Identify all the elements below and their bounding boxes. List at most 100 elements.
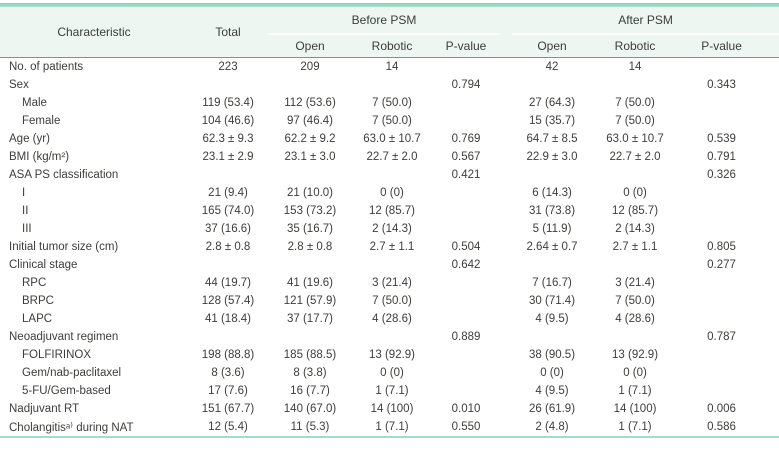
cell-robotic-before <box>352 256 432 274</box>
cell-total: 62.3 ± 9.3 <box>202 133 254 145</box>
cell-pvalue-before <box>432 202 500 220</box>
cell-pvalue-after: 0.539 <box>707 133 736 145</box>
cell-robotic-after: 14 (100) <box>613 403 657 415</box>
table-row: Male 119 (53.4) 112 (53.6) 7 (50.0) 27 (64.3… <box>0 94 779 112</box>
cell-open-after: 31 (73.8) <box>529 205 576 217</box>
table-row: Gem/nab-paclitaxel 8 (3.6) 8 (3.8) 0 (0) 0 (… <box>0 364 779 382</box>
cell-open-before: 185 (88.5) <box>283 349 337 361</box>
cell-pvalue-before <box>432 184 500 202</box>
cell-robotic-after: 3 (21.4) <box>615 277 655 289</box>
cell-open-after: 27 (64.3) <box>529 97 576 109</box>
table-top-rule <box>0 3 779 7</box>
cell-pvalue-after <box>678 292 779 310</box>
paper-table-figure: Characteristic Total Before PSM After PS… <box>0 3 779 438</box>
col-header-characteristic: Characteristic <box>0 7 188 58</box>
cell-open-before: 140 (67.0) <box>283 403 337 415</box>
cell-total: 128 (57.4) <box>201 295 255 307</box>
col-header-pvalue-after: P-value <box>678 34 779 58</box>
cell-robotic-after <box>592 76 678 94</box>
cell-robotic-after: 7 (50.0) <box>615 295 655 307</box>
table-row: 5-FU/Gem-based 17 (7.6) 16 (7.7) 1 (7.1) 4 (… <box>0 382 779 400</box>
cell-total: 198 (88.8) <box>201 349 255 361</box>
row-label: ASA PS classification <box>9 169 119 181</box>
cell-open-before <box>268 166 352 184</box>
row-label: Male <box>22 97 47 109</box>
group-header-after-psm: After PSM <box>512 7 779 35</box>
cell-pvalue-before <box>432 292 500 310</box>
cell-robotic-before: 7 (50.0) <box>372 97 412 109</box>
cell-pvalue-before: 0.010 <box>451 403 481 415</box>
cell-pvalue-after: 0.343 <box>707 79 736 91</box>
table-body: No. of patients 223 209 14 42 14 Sex 0.794 0.343… <box>0 58 779 438</box>
row-label: Clinical stage <box>9 259 78 271</box>
column-spacer <box>500 58 512 77</box>
cell-robotic-before <box>352 328 432 346</box>
cell-open-after <box>512 166 592 184</box>
cell-pvalue-before <box>432 364 500 382</box>
cell-robotic-after: 1 (7.1) <box>618 421 652 433</box>
column-spacer <box>500 148 512 166</box>
cell-total: 151 (67.7) <box>201 403 255 415</box>
table-row: II 165 (74.0) 153 (73.2) 12 (85.7) 31 (73.8)… <box>0 202 779 220</box>
table-row: FOLFIRINOX 198 (88.8) 185 (88.5) 13 (92.9) 3… <box>0 346 779 364</box>
column-spacer <box>500 310 512 328</box>
cell-pvalue-before: 0.567 <box>451 151 481 163</box>
cell-pvalue-before: 0.504 <box>451 241 481 253</box>
cell-robotic-before: 12 (85.7) <box>368 205 416 217</box>
column-spacer <box>500 184 512 202</box>
table-row: Initial tumor size (cm) 2.8 ± 0.8 2.8 ± 0.… <box>0 238 779 256</box>
cell-open-after <box>512 76 592 94</box>
cell-open-before: 35 (16.7) <box>286 223 334 235</box>
row-label: Cholangitisᵃ⁾ during NAT <box>9 422 134 434</box>
cell-total: 41 (18.4) <box>204 313 252 325</box>
col-header-total: Total <box>188 7 268 58</box>
cell-open-after: 2 (4.8) <box>535 421 569 433</box>
cell-pvalue-after: 0.787 <box>707 331 736 343</box>
table-row: I 21 (9.4) 21 (10.0) 0 (0) 6 (14.3) 0 (0) <box>0 184 779 202</box>
cell-pvalue-after <box>678 202 779 220</box>
table-row: No. of patients 223 209 14 42 14 <box>0 58 779 77</box>
cell-open-before: 16 (7.7) <box>290 385 330 397</box>
cell-open-after: 15 (35.7) <box>529 115 576 127</box>
row-label: Sex <box>9 79 29 91</box>
column-spacer <box>500 400 512 418</box>
cell-robotic-after <box>592 256 678 274</box>
cell-robotic-after: 63.0 ± 10.7 <box>606 133 664 145</box>
cell-open-before: 209 <box>300 61 320 73</box>
row-label: 5-FU/Gem-based <box>22 385 111 397</box>
cell-robotic-before: 3 (21.4) <box>372 277 412 289</box>
table-row: III 37 (16.6) 35 (16.7) 2 (14.3) 5 (11.9) 2 (… <box>0 220 779 238</box>
group-header-before-psm: Before PSM <box>268 7 501 35</box>
cell-pvalue-before <box>432 94 500 112</box>
column-spacer <box>500 328 512 346</box>
cell-robotic-after: 13 (92.9) <box>612 349 659 361</box>
cell-robotic-after: 2.7 ± 1.1 <box>612 241 658 253</box>
cell-robotic-after: 0 (0) <box>623 367 647 379</box>
cell-robotic-before: 2.7 ± 1.1 <box>369 241 415 253</box>
cell-open-before: 112 (53.6) <box>284 97 336 109</box>
cell-robotic-after: 2 (14.3) <box>615 223 655 235</box>
cell-open-after: 6 (14.3) <box>532 187 572 199</box>
cell-robotic-after <box>592 328 678 346</box>
cell-robotic-after: 22.7 ± 2.0 <box>609 151 661 163</box>
table-row: BRPC 128 (57.4) 121 (57.9) 7 (50.0) 30 (71.4… <box>0 292 779 310</box>
cell-pvalue-after <box>678 310 779 328</box>
cell-pvalue-after <box>678 220 779 238</box>
cell-open-after: 4 (9.5) <box>535 313 569 325</box>
cell-pvalue-before <box>432 220 500 238</box>
column-spacer <box>500 94 512 112</box>
cell-robotic-before: 4 (28.6) <box>372 313 412 325</box>
row-label: Nadjuvant RT <box>9 403 80 415</box>
table-row: Female 104 (46.6) 97 (46.4) 7 (50.0) 15 (35.… <box>0 112 779 130</box>
table-row: ASA PS classification 0.421 0.326 <box>0 166 779 184</box>
cell-pvalue-after: 0.326 <box>707 169 736 181</box>
cell-robotic-before <box>352 76 432 94</box>
cell-pvalue-after <box>678 112 779 130</box>
patient-characteristics-table: Characteristic Total Before PSM After PS… <box>0 7 779 438</box>
cell-robotic-before <box>352 166 432 184</box>
cell-robotic-after: 0 (0) <box>623 187 647 199</box>
cell-robotic-before: 14 <box>385 61 399 73</box>
cell-pvalue-after: 0.006 <box>707 403 736 415</box>
cell-open-before: 23.1 ± 3.0 <box>284 151 336 163</box>
cell-open-before: 121 (57.9) <box>283 295 337 307</box>
